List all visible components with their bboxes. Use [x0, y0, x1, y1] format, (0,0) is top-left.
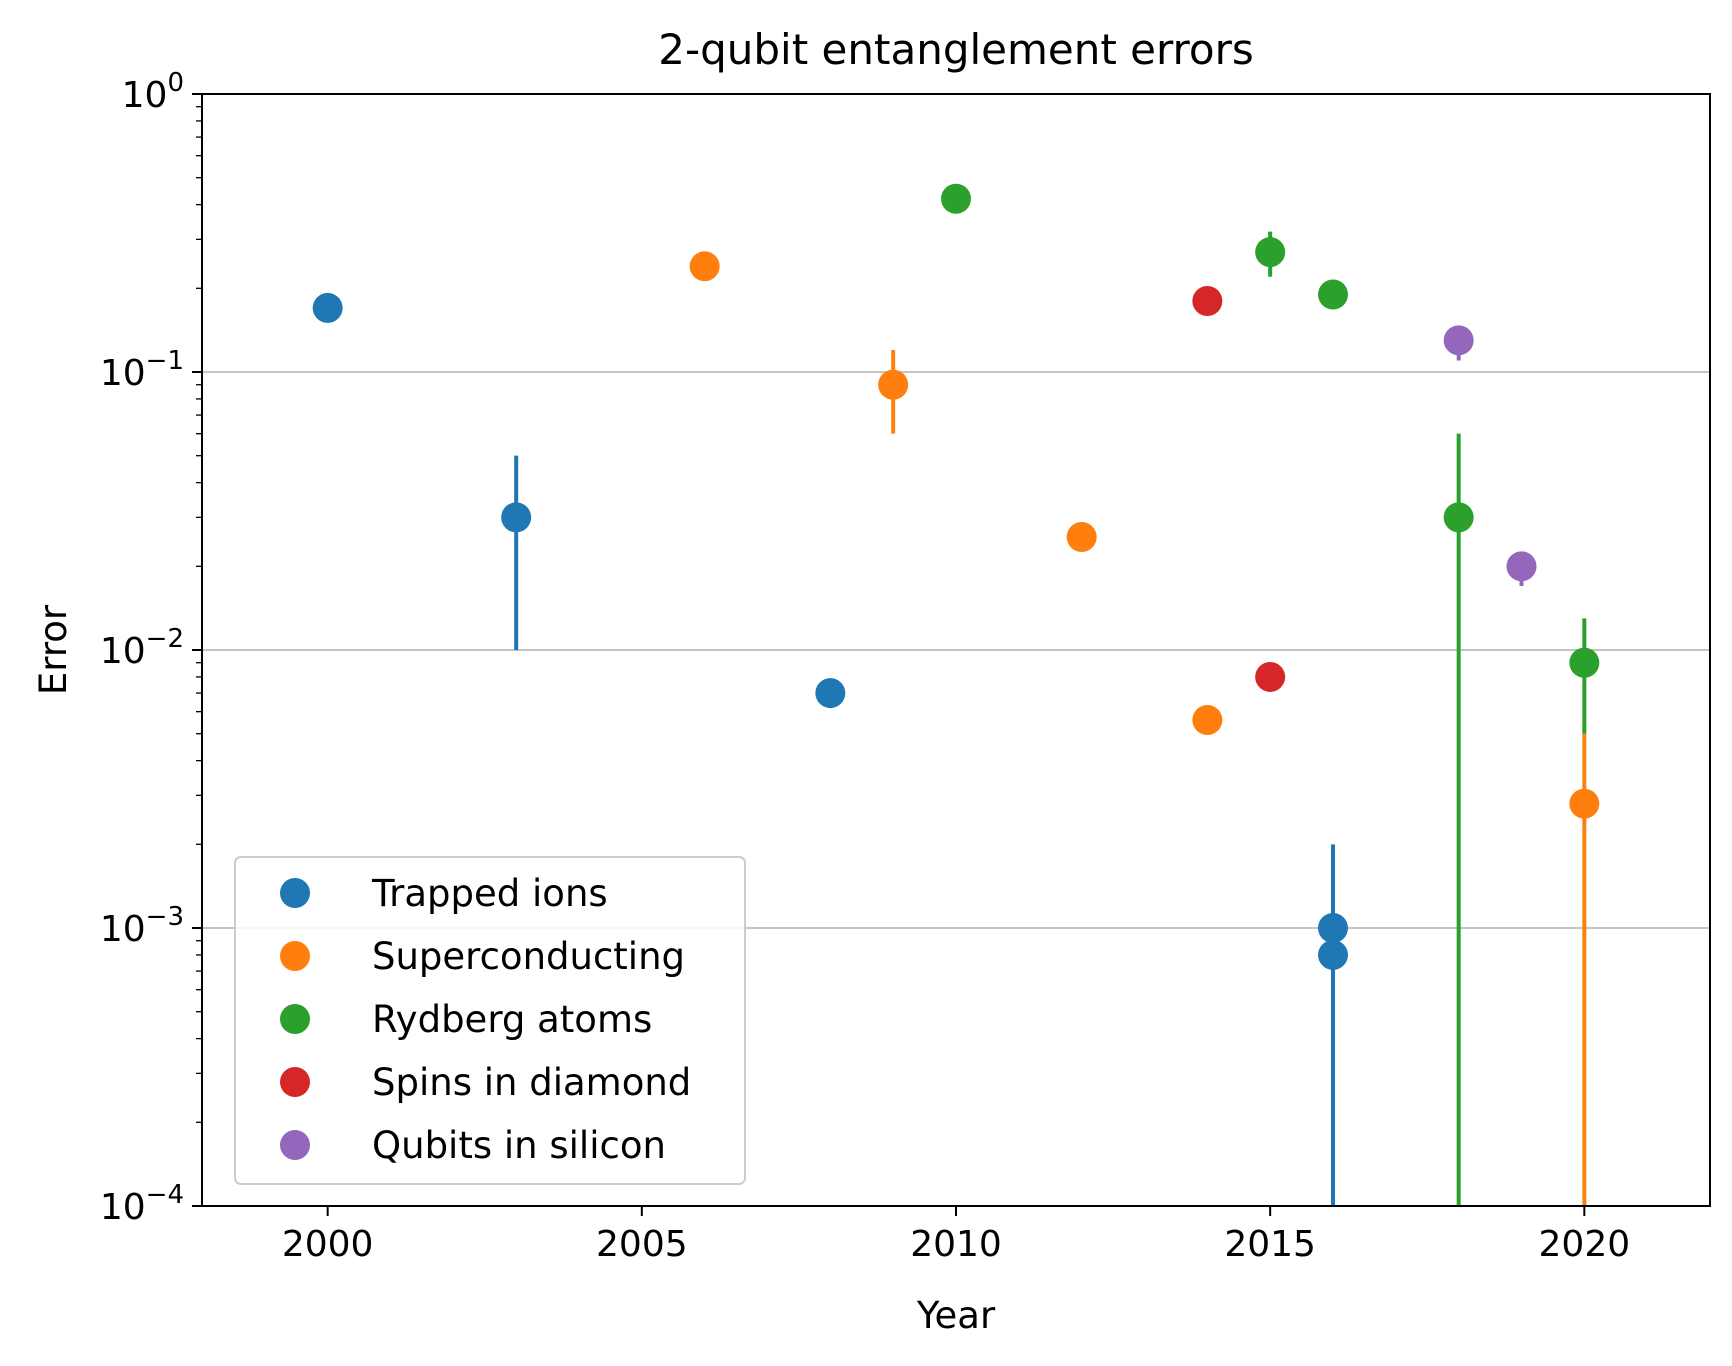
y-tick-label: 10−1: [100, 346, 184, 394]
chart-title: 2-qubit entanglement errors: [658, 25, 1254, 74]
data-point: [689, 251, 720, 282]
data-points-layer: [312, 183, 1600, 970]
data-point: [1192, 286, 1223, 317]
x-tick-label: 2020: [1539, 1224, 1631, 1265]
data-point: [1318, 939, 1348, 970]
legend-label: Trapped ions: [371, 872, 608, 915]
legend-marker: [280, 1004, 310, 1034]
legend-label: Qubits in silicon: [372, 1124, 666, 1167]
data-point: [1255, 661, 1286, 692]
data-point: [1255, 237, 1286, 268]
legend-marker: [280, 878, 310, 908]
data-point: [1506, 551, 1537, 582]
ticks-layer: 2000 2005 2010 2015 2020 10−4 10−3 10−2 10−1 100: [100, 68, 1630, 1265]
data-point: [1569, 788, 1600, 819]
y-tick-label: 100: [122, 68, 184, 116]
data-point: [501, 502, 532, 533]
x-tick-label: 2000: [282, 1224, 374, 1265]
data-point: [815, 678, 846, 709]
x-tick-label: 2010: [910, 1224, 1002, 1265]
data-point: [1066, 521, 1097, 552]
legend-marker: [280, 1130, 310, 1160]
legend-label: Superconducting: [372, 935, 685, 978]
legend: Trapped ions Superconducting Rydberg atoms…: [234, 856, 746, 1185]
data-point: [1569, 647, 1600, 678]
legend-marker: [280, 941, 310, 971]
legend-label: Rydberg atoms: [372, 998, 652, 1041]
legend-label: Spins in diamond: [372, 1061, 691, 1104]
x-axis-label: Year: [916, 1294, 996, 1337]
data-point: [878, 369, 909, 400]
legend-box: [234, 856, 746, 1185]
y-tick-label: 10−3: [100, 902, 184, 950]
y-tick-label: 10−4: [100, 1180, 184, 1228]
y-tick-label: 10−2: [100, 624, 184, 672]
data-point: [1318, 279, 1348, 310]
data-point: [312, 292, 343, 323]
legend-marker: [280, 1067, 310, 1097]
y-axis-label: Error: [32, 604, 75, 695]
data-point: [1443, 325, 1474, 356]
data-point: [1443, 502, 1474, 533]
data-point: [941, 183, 971, 214]
data-point: [1192, 705, 1223, 736]
data-point: [1318, 913, 1348, 943]
x-tick-label: 2015: [1224, 1224, 1316, 1265]
x-tick-label: 2005: [596, 1224, 688, 1265]
